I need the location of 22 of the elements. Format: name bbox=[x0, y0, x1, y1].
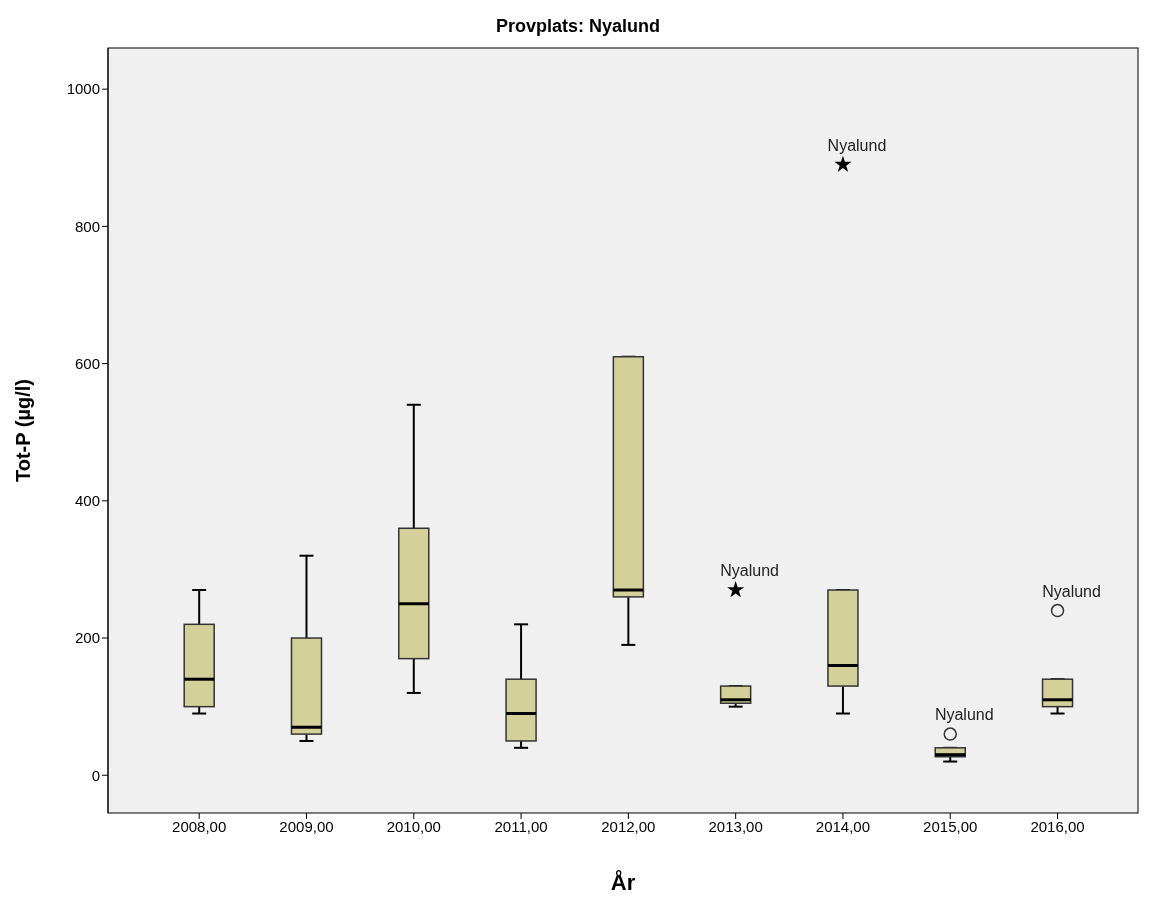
x-tick-label: 2010,00 bbox=[386, 817, 441, 835]
annotation: Nyalund bbox=[1042, 582, 1101, 600]
annotation: Nyalund bbox=[934, 706, 994, 724]
y-tick-label: 400 bbox=[74, 492, 100, 510]
x-tick-label: 2013,00 bbox=[708, 817, 763, 835]
x-tick-label: 2008,00 bbox=[172, 817, 227, 835]
y-tick-label: 1000 bbox=[66, 80, 100, 98]
x-axis-title: År bbox=[610, 869, 636, 895]
annotation: Nyalund bbox=[720, 562, 780, 580]
y-tick-label: 200 bbox=[74, 629, 100, 647]
y-tick-label: 600 bbox=[74, 354, 100, 372]
x-tick-label: 2014,00 bbox=[815, 817, 871, 835]
x-tick-label: 2011,00 bbox=[494, 817, 548, 835]
annotation: Nyalund bbox=[827, 136, 887, 154]
chart-title: Provplats: Nyalund bbox=[495, 16, 661, 37]
x-tick-label: 2015,00 bbox=[923, 817, 978, 835]
x-tick-label: 2009,00 bbox=[279, 817, 334, 835]
y-tick-label: 0 bbox=[91, 766, 100, 784]
y-axis-title: Tot-P (µg/l) bbox=[12, 379, 35, 482]
y-tick-label: 800 bbox=[74, 217, 100, 235]
x-tick-label: 2012,00 bbox=[601, 817, 656, 835]
x-tick-label: 2016,00 bbox=[1030, 817, 1085, 835]
